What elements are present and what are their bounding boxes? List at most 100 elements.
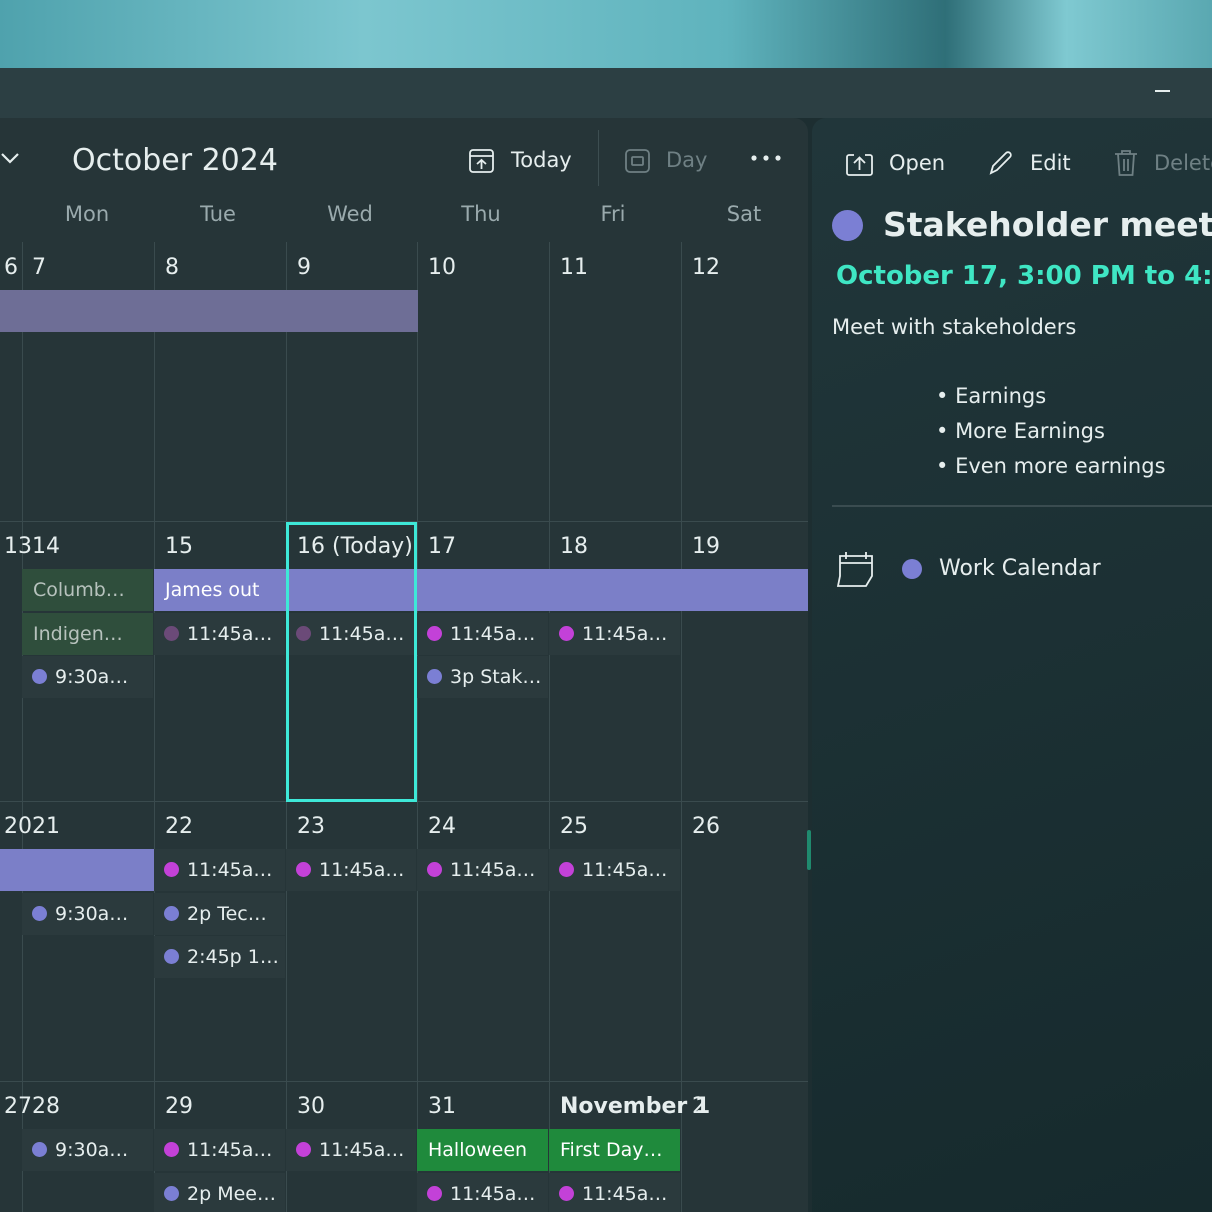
event[interactable]: 11:45a… [154, 1129, 285, 1171]
date-label: 22 [165, 814, 193, 839]
event-label: 11:45a… [187, 1139, 273, 1161]
column-line [417, 242, 418, 1212]
event-dot [427, 1185, 442, 1201]
event[interactable]: 11:45a… [286, 849, 416, 891]
weekday-label: Tue [200, 202, 236, 226]
event-dot [164, 905, 179, 921]
event-dot [32, 905, 47, 921]
event-label: 11:45a… [187, 859, 273, 881]
event[interactable]: James out [154, 569, 808, 611]
event[interactable]: Columb… [22, 569, 153, 611]
event-label: 9:30a… [55, 1139, 129, 1161]
event-dot [559, 1185, 574, 1201]
event[interactable]: 11:45a… [417, 612, 548, 655]
event[interactable]: Indigen… [22, 612, 153, 655]
event-label: 11:45a… [450, 1182, 536, 1205]
weekday-label: Wed [327, 202, 373, 226]
date-label: 14 [32, 534, 60, 559]
month-title: October 2024 [72, 143, 278, 178]
date-label: 13 [4, 534, 32, 559]
date-label: 17 [428, 534, 456, 559]
date-label: 23 [297, 814, 325, 839]
day-view-button[interactable]: Day [666, 148, 708, 172]
event[interactable]: 9:30a… [22, 656, 153, 698]
event[interactable]: 2p Mee… [154, 1172, 285, 1212]
minimize-button[interactable] [1155, 90, 1170, 92]
collapse-chevron[interactable] [0, 150, 24, 170]
event-label: 11:45a… [319, 859, 405, 881]
event-bar[interactable] [0, 849, 154, 891]
event-dot [296, 862, 311, 877]
calendar-panel: October 2024 Today Day Mon Tue Wed Thu Fri Sa… [0, 118, 808, 1212]
event-title: Stakeholder meeting [883, 205, 1212, 244]
day-icon [625, 149, 650, 173]
event-dot [296, 1142, 311, 1157]
event-label: 11:45a… [582, 622, 668, 645]
event[interactable]: 9:30a… [22, 892, 153, 935]
event[interactable]: 11:45a… [286, 1129, 416, 1171]
bullet: • [936, 419, 956, 443]
open-button[interactable]: Open [889, 151, 946, 175]
event-dot [164, 949, 179, 964]
separator [598, 130, 599, 186]
edit-icon [989, 151, 1012, 175]
date-label: 15 [165, 534, 193, 559]
event[interactable]: 11:45a… [154, 612, 285, 655]
event[interactable]: Halloween [417, 1129, 548, 1171]
event-label: 11:45a… [450, 622, 536, 645]
event-label: 11:45a… [319, 622, 405, 645]
event[interactable]: 11:45a… [549, 612, 680, 655]
delete-button[interactable]: Delete [1154, 151, 1212, 175]
event[interactable]: 11:45a… [417, 849, 548, 891]
title-bar [0, 68, 1212, 118]
bullet-text: Even more earnings [955, 454, 1166, 478]
wallpaper [0, 0, 1212, 68]
delete-icon [1115, 150, 1137, 176]
event-label: 11:45a… [187, 622, 273, 645]
event[interactable]: 2:45p 1… [154, 936, 285, 978]
bullet-text: Earnings [955, 384, 1047, 408]
date-label: 16 (Today) [297, 534, 413, 559]
event-label: 2:45p 1… [187, 946, 279, 968]
event-dot [296, 625, 311, 641]
bullet-item: • More Earnings [936, 421, 1105, 442]
event[interactable]: 11:45a… [549, 1172, 680, 1212]
event-dot [427, 625, 442, 641]
bullet: • [936, 384, 956, 408]
date-label: 11 [560, 255, 588, 280]
row-line [0, 1081, 808, 1082]
date-label: 10 [428, 255, 456, 280]
event-dot [427, 669, 442, 684]
event[interactable]: 11:45a… [286, 612, 416, 655]
open-icon [846, 154, 873, 176]
event-label: 3p Stak… [450, 666, 542, 688]
event[interactable]: 3p Stak… [417, 656, 548, 698]
event[interactable]: First Day… [549, 1129, 680, 1171]
event-dot [559, 625, 574, 641]
date-label: 18 [560, 534, 588, 559]
scrollbar[interactable] [807, 830, 811, 870]
event[interactable]: 11:45a… [549, 849, 680, 891]
more-button[interactable] [750, 152, 784, 164]
event[interactable]: 11:45a… [417, 1172, 548, 1212]
date-label: 12 [692, 255, 720, 280]
event-label: 11:45a… [450, 859, 536, 881]
event-label: 2p Mee… [187, 1182, 276, 1205]
row-line [0, 521, 808, 522]
date-label: 19 [692, 534, 720, 559]
bullet-item: • Even more earnings [936, 456, 1166, 477]
event[interactable]: 9:30a… [22, 1129, 153, 1171]
bullet: • [936, 454, 956, 478]
column-line [681, 242, 682, 1212]
event[interactable]: 2p Tec… [154, 892, 285, 935]
divider [832, 505, 1212, 507]
event-bar[interactable] [0, 290, 418, 332]
date-label: 21 [32, 814, 60, 839]
today-button[interactable]: Today [511, 148, 572, 172]
edit-button[interactable]: Edit [1030, 151, 1071, 175]
date-label: 27 [4, 1094, 32, 1119]
weekday-label: Mon [64, 202, 110, 226]
event[interactable]: 11:45a… [154, 849, 285, 891]
event-dot [164, 625, 179, 641]
